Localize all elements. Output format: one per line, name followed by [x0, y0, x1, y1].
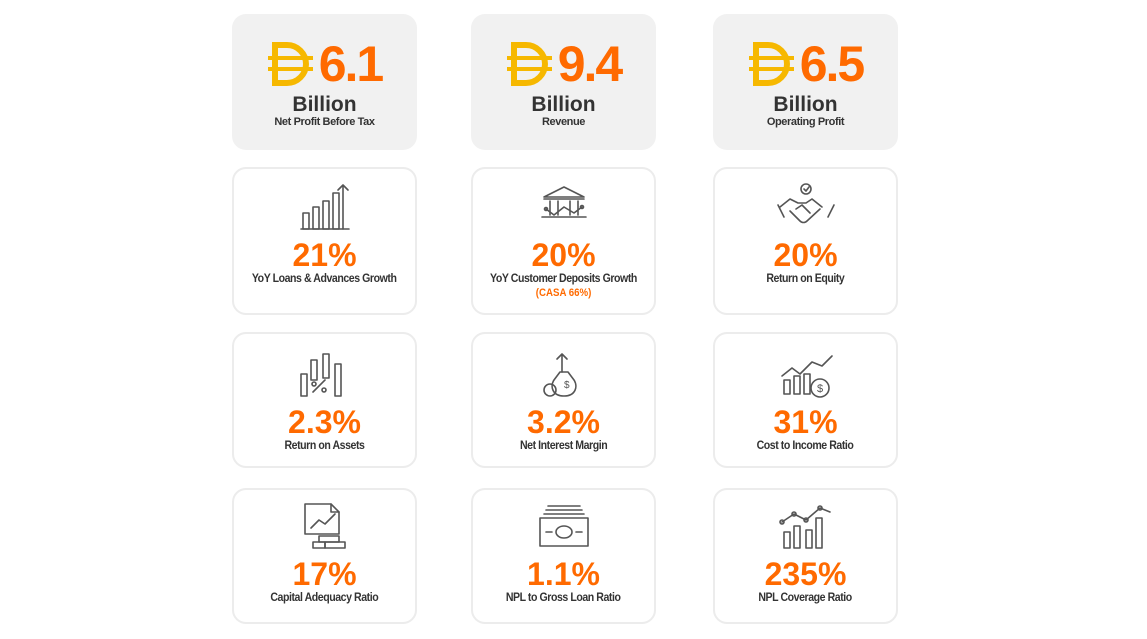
metric-value: 31%: [773, 404, 838, 440]
highlight-card: 9.4 Billion Revenue: [471, 14, 656, 150]
metric-icon: [538, 505, 589, 547]
metric-label: Net Interest Margin: [519, 438, 608, 452]
svg-text:$: $: [564, 380, 570, 391]
metric-label: YoY Loans & Advances Growth: [252, 271, 397, 285]
metric-card: 20% Return on Equity: [713, 167, 898, 315]
highlight-value-row: 6.5: [748, 36, 866, 92]
currency-symbol: [267, 42, 313, 86]
metric-label: Cost to Income Ratio: [757, 438, 854, 452]
metric-card: 21% YoY Loans & Advances Growth: [232, 167, 417, 315]
metric-card: $3.2% Net Interest Margin: [471, 332, 656, 468]
highlight-value: 6.1: [318, 36, 385, 92]
metric-label: NPL to Gross Loan Ratio: [506, 590, 621, 604]
metric-card: 20% YoY Customer Deposits Growth (CASA 66%…: [471, 167, 656, 315]
metric-icon: [776, 183, 835, 224]
metric-value: 17%: [292, 556, 357, 592]
metric-label: Return on Equity: [766, 271, 845, 285]
metric-icon: [299, 353, 342, 397]
metric-value: 1.1%: [527, 556, 600, 592]
metric-icon: [778, 505, 831, 549]
metric-icon: $: [542, 353, 577, 397]
metric-card: 235% NPL Coverage Ratio: [713, 488, 898, 624]
metric-note: (CASA 66%): [535, 287, 592, 299]
metric-card: 1.1% NPL to Gross Loan Ratio: [471, 488, 656, 624]
metric-card: $31% Cost to Income Ratio: [713, 332, 898, 468]
highlight-value-row: 9.4: [506, 36, 624, 92]
highlight-unit: Billion: [773, 93, 838, 116]
metric-label: NPL Coverage Ratio: [758, 590, 853, 604]
metric-value: 20%: [773, 237, 838, 273]
highlight-unit: Billion: [531, 93, 596, 116]
metric-label: Capital Adequacy Ratio: [270, 590, 379, 604]
metric-value: 21%: [292, 237, 357, 273]
highlight-value-row: 6.1: [267, 36, 385, 92]
metric-icon: [299, 184, 350, 230]
metric-label: YoY Customer Deposits Growth: [490, 271, 637, 285]
highlight-card: 6.1 Billion Net Profit Before Tax: [232, 14, 417, 150]
highlight-label: Revenue: [541, 116, 586, 128]
metric-card: 2.3% Return on Assets: [232, 332, 417, 468]
highlight-card: 6.5 Billion Operating Profit: [713, 14, 898, 150]
highlight-label: Operating Profit: [766, 116, 845, 128]
metric-icon: $: [780, 355, 833, 398]
highlight-unit: Billion: [292, 93, 357, 116]
currency-symbol: [506, 42, 552, 86]
metric-value: 20%: [531, 237, 596, 273]
svg-text:$: $: [817, 383, 823, 395]
metric-icon: [540, 186, 587, 218]
highlight-label: Net Profit Before Tax: [274, 116, 375, 128]
highlight-value: 9.4: [557, 36, 624, 92]
currency-symbol: [748, 42, 794, 86]
metric-icon: [303, 503, 346, 549]
metric-value: 2.3%: [288, 404, 361, 440]
highlight-value: 6.5: [799, 36, 866, 92]
metric-value: 235%: [764, 556, 847, 592]
metric-card: 17% Capital Adequacy Ratio: [232, 488, 417, 624]
metric-value: 3.2%: [527, 404, 600, 440]
metric-label: Return on Assets: [284, 438, 365, 452]
